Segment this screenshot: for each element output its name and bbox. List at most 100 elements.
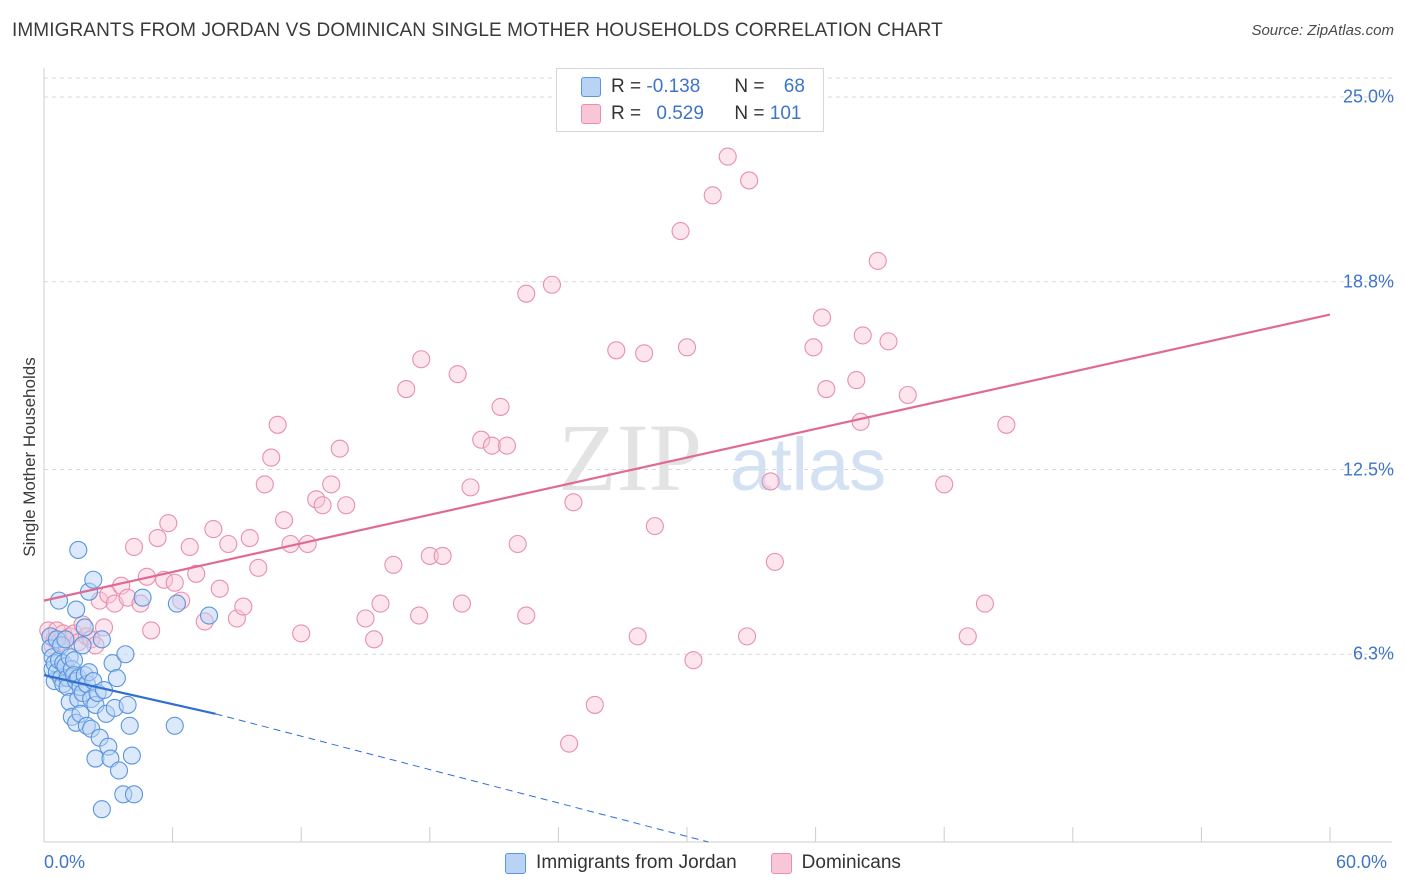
legend-swatch-dominicans: [581, 104, 601, 124]
dominican-point: [210, 579, 229, 598]
chart-source: Source: ZipAtlas.com: [1251, 22, 1394, 39]
dominican-point: [148, 528, 167, 548]
dominican-point: [517, 284, 536, 303]
dominican-point: [472, 430, 491, 449]
jordan-point: [116, 645, 135, 664]
dominican-point: [635, 344, 654, 363]
dominican-point: [847, 371, 866, 390]
jordan-point: [124, 785, 144, 804]
legend-n-label: N =: [734, 103, 765, 124]
dominican-point: [851, 412, 870, 431]
dominican-point: [958, 627, 977, 646]
dominican-point: [517, 606, 536, 625]
y-tick-label: 18.8%: [1342, 271, 1394, 292]
dominican-point: [397, 379, 416, 399]
dominican-point: [142, 621, 161, 640]
dominican-point: [607, 341, 626, 360]
jordan-point: [73, 636, 92, 655]
legend-r-label: R =: [611, 103, 642, 124]
jordan-point: [167, 594, 186, 613]
dominican-point: [560, 734, 579, 753]
jordan-point: [165, 716, 184, 735]
jordan-point: [133, 588, 152, 607]
legend-n-label: N =: [734, 76, 765, 97]
correlation-legend: R = -0.138 N = 68 R = 0.529 N = 101: [556, 68, 824, 132]
dominican-point: [765, 552, 784, 571]
dominican-point: [804, 338, 823, 357]
dominican-point: [165, 573, 184, 592]
dominican-point: [313, 496, 332, 515]
series-swatch-jordan: [505, 852, 527, 874]
watermark: ZIP atlas: [558, 404, 886, 511]
dominican-point: [853, 326, 872, 345]
dominican-point: [677, 338, 697, 357]
watermark-atlas: atlas: [730, 423, 886, 506]
jordan-point: [86, 749, 105, 768]
y-tick-label: 25.0%: [1342, 86, 1394, 107]
legend-row-dominicans: R = 0.529 N = 101: [581, 102, 801, 126]
jordan-point: [199, 606, 219, 625]
dominican-point: [255, 475, 274, 494]
dominican-point: [542, 275, 562, 294]
dominican-point: [761, 472, 780, 491]
trend-lines: [43, 313, 1331, 843]
dominican-point: [868, 251, 887, 270]
jordan-point: [107, 669, 126, 688]
watermark-zip: ZIP: [558, 404, 702, 511]
y-tick-label: 12.5%: [1342, 459, 1394, 479]
jordan-point: [56, 630, 75, 649]
dominican-point: [737, 627, 757, 646]
jordan-point: [84, 570, 103, 589]
dominican-point: [628, 627, 647, 646]
dominican-point: [935, 475, 954, 494]
series-legend-jordan: Immigrants from Jordan: [505, 852, 737, 874]
dominican-point: [240, 528, 259, 548]
dominican-point: [262, 448, 281, 467]
dominican-point: [234, 597, 253, 616]
jordan-trend-extension: [215, 713, 709, 843]
dominican-point: [898, 385, 917, 405]
dominican-point: [433, 546, 452, 565]
dominican-point: [356, 609, 375, 628]
dominican-point: [322, 475, 341, 494]
dominican-point: [497, 436, 517, 455]
dominican-point: [508, 534, 527, 554]
legend-swatch-jordan: [581, 77, 601, 97]
dominican-point: [204, 520, 223, 539]
dominican-point: [275, 511, 294, 530]
dominican-point: [482, 436, 502, 455]
jordan-point: [92, 800, 111, 819]
legend-n-value: 68: [783, 76, 805, 97]
dominican-point: [740, 171, 759, 190]
dominican-point: [812, 308, 832, 327]
dominicans-trend-line: [43, 313, 1331, 602]
dominican-point: [384, 555, 403, 574]
dominican-point: [585, 695, 604, 714]
jordan-point: [120, 716, 139, 735]
jordan-point: [75, 618, 94, 637]
dominican-point: [365, 630, 384, 649]
dominican-point: [124, 537, 144, 557]
chart-title: IMMIGRANTS FROM JORDAN VS DOMINICAN SING…: [12, 20, 943, 41]
dominican-point: [337, 496, 356, 515]
legend-n-value: 101: [769, 103, 802, 124]
gridlines: [44, 77, 1392, 655]
dominican-point: [371, 594, 390, 613]
dominican-point: [187, 564, 206, 583]
series-label-dominicans: Dominicans: [801, 852, 901, 873]
jordan-point: [122, 746, 141, 765]
dominican-point: [684, 651, 703, 670]
dominican-point: [448, 365, 467, 384]
dominican-point: [420, 546, 439, 565]
legend-r-value: 0.529: [656, 103, 704, 124]
dominican-point: [997, 415, 1016, 434]
dominican-point: [268, 415, 287, 434]
dominican-point: [410, 606, 429, 625]
jordan-point: [92, 630, 111, 649]
jordan-point: [118, 695, 137, 714]
x-tick-label-max: 60.0%: [1336, 852, 1388, 872]
dominican-point: [671, 222, 690, 241]
jordan-points: [41, 540, 219, 819]
x-tick-label-min: 0.0%: [44, 852, 86, 872]
dominican-point: [412, 350, 431, 369]
